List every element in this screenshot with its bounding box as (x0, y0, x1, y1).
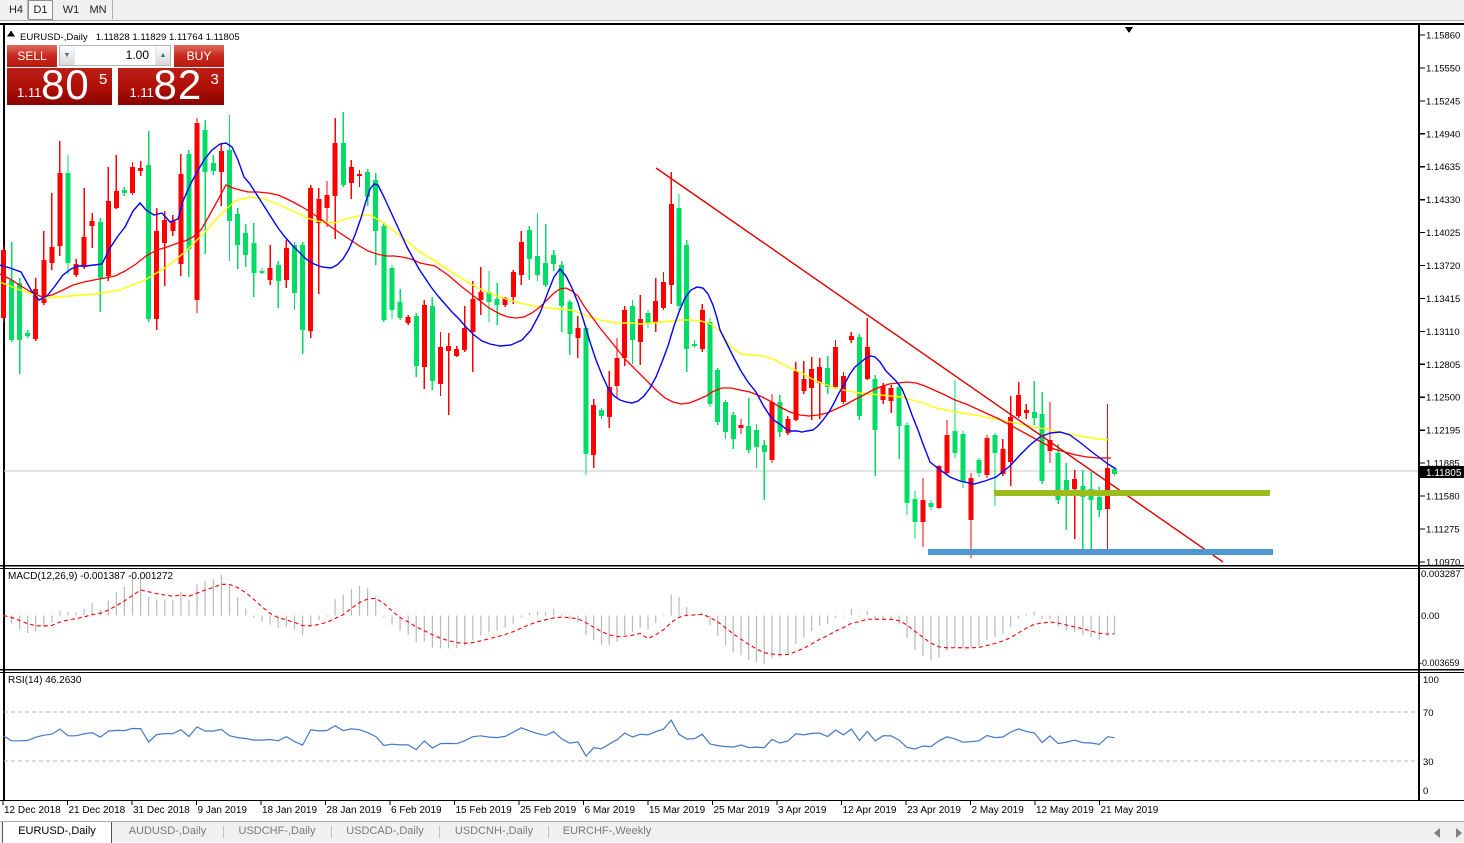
svg-text:9 Jan 2019: 9 Jan 2019 (198, 805, 248, 816)
svg-text:30: 30 (1423, 757, 1434, 768)
svg-text:15 Mar 2019: 15 Mar 2019 (649, 805, 706, 816)
svg-text:1.12195: 1.12195 (1426, 426, 1460, 437)
svg-text:1.11275: 1.11275 (1426, 525, 1460, 536)
svg-text:1.14940: 1.14940 (1426, 129, 1460, 140)
svg-text:1.13415: 1.13415 (1426, 294, 1460, 305)
svg-text:25 Mar 2019: 25 Mar 2019 (714, 805, 771, 816)
svg-text:100: 100 (1423, 675, 1439, 686)
svg-text:1.15245: 1.15245 (1426, 96, 1460, 107)
svg-text:0: 0 (1423, 786, 1428, 797)
svg-text:1.11580: 1.11580 (1426, 492, 1460, 503)
svg-text:1.14635: 1.14635 (1426, 162, 1460, 173)
svg-text:0.003287: 0.003287 (1421, 569, 1461, 580)
svg-text:18 Jan 2019: 18 Jan 2019 (262, 805, 317, 816)
svg-text:15 Feb 2019: 15 Feb 2019 (456, 805, 513, 816)
svg-text:25 Feb 2019: 25 Feb 2019 (520, 805, 577, 816)
svg-text:EURUSD-,Daily 1.11828 1.1182: EURUSD-,Daily 1.11828 1.11829 1.11764 1.… (20, 32, 240, 43)
svg-text:12 Dec 2018: 12 Dec 2018 (4, 805, 61, 816)
svg-text:1.14330: 1.14330 (1426, 195, 1460, 206)
svg-text:0.00: 0.00 (1421, 611, 1440, 622)
svg-text:21 Dec 2018: 21 Dec 2018 (69, 805, 126, 816)
svg-text:1.12500: 1.12500 (1426, 393, 1460, 404)
svg-text:12 Apr 2019: 12 Apr 2019 (843, 805, 897, 816)
svg-text:1.13720: 1.13720 (1426, 261, 1460, 272)
svg-text:1.13110: 1.13110 (1426, 327, 1460, 338)
svg-text:1.12805: 1.12805 (1426, 360, 1460, 371)
svg-text:12 May 2019: 12 May 2019 (1036, 805, 1094, 816)
svg-text:70: 70 (1423, 708, 1434, 719)
svg-text:28 Jan 2019: 28 Jan 2019 (327, 805, 382, 816)
svg-text:6 Feb 2019: 6 Feb 2019 (391, 805, 442, 816)
svg-text:-0.003659: -0.003659 (1419, 658, 1460, 668)
svg-text:31 Dec 2018: 31 Dec 2018 (133, 805, 190, 816)
svg-text:1.10970: 1.10970 (1426, 557, 1460, 568)
svg-text:3 Apr 2019: 3 Apr 2019 (778, 805, 827, 816)
svg-text:1.11805: 1.11805 (1426, 468, 1462, 479)
svg-text:1.14025: 1.14025 (1426, 228, 1460, 239)
svg-text:RSI(14) 46.2630: RSI(14) 46.2630 (8, 675, 82, 686)
svg-text:1.15860: 1.15860 (1426, 31, 1460, 42)
svg-text:1.11885: 1.11885 (1426, 459, 1460, 470)
svg-text:21 May 2019: 21 May 2019 (1101, 805, 1159, 816)
svg-text:MACD(12,26,9) -0.001387 -0.001: MACD(12,26,9) -0.001387 -0.001272 (8, 571, 174, 582)
svg-text:6 Mar 2019: 6 Mar 2019 (585, 805, 636, 816)
svg-text:23 Apr 2019: 23 Apr 2019 (907, 805, 961, 816)
svg-text:1.15550: 1.15550 (1426, 63, 1460, 74)
svg-text:2 May 2019: 2 May 2019 (972, 805, 1025, 816)
